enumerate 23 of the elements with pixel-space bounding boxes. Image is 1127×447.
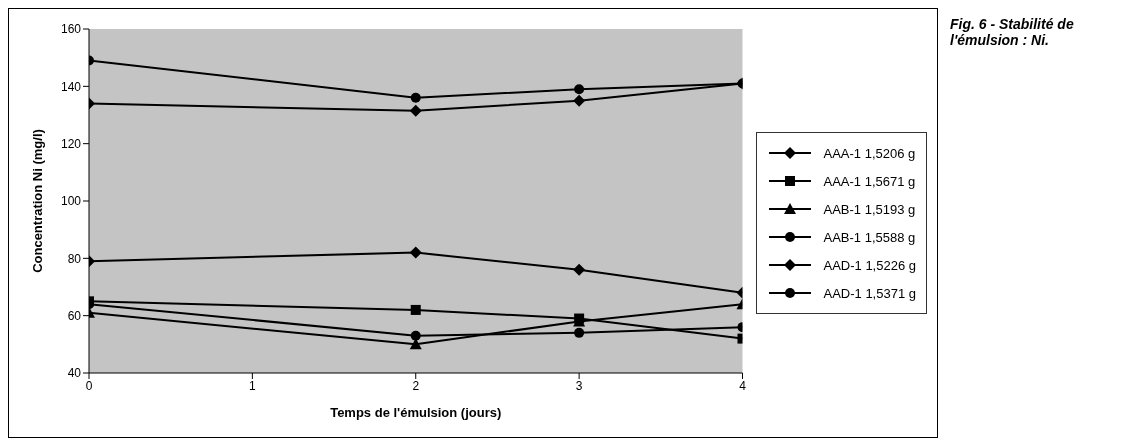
legend-label: AAD-1 1,5226 g (823, 257, 916, 273)
y-tick-label: 160 (60, 22, 82, 37)
point (574, 84, 585, 95)
legend-label: AAA-1 1,5671 g (823, 173, 916, 189)
y-tick-label: 80 (67, 251, 82, 266)
x-tick-label: 0 (85, 378, 93, 393)
x-axis-title: Temps de l'émulsion (jours) (330, 405, 502, 420)
y-tick-label: 40 (67, 366, 82, 381)
x-tick-label: 1 (249, 378, 257, 393)
x-tick-label: 2 (412, 378, 420, 393)
text: Fig. 6 - Stabilité de l'émulsion : Ni. (950, 16, 1075, 50)
y-tick-label: 120 (60, 136, 82, 151)
point (410, 92, 421, 103)
x-tick-label: 3 (575, 378, 583, 393)
legend-label: AAB-1 1,5193 g (823, 201, 916, 217)
x-tick-label: 4 (739, 378, 747, 393)
legend-label: AAA-1 1,5206 g (823, 145, 916, 161)
legend-label: AAD-1 1,5371 g (823, 285, 916, 301)
y-tick-label: 60 (67, 308, 82, 323)
y-tick-label: 140 (60, 79, 82, 94)
y-axis-title: Concentration Ni (mg/l) (29, 129, 45, 273)
legend-label: AAB-1 1,5588 g (823, 229, 916, 245)
y-tick-label: 100 (60, 194, 82, 209)
